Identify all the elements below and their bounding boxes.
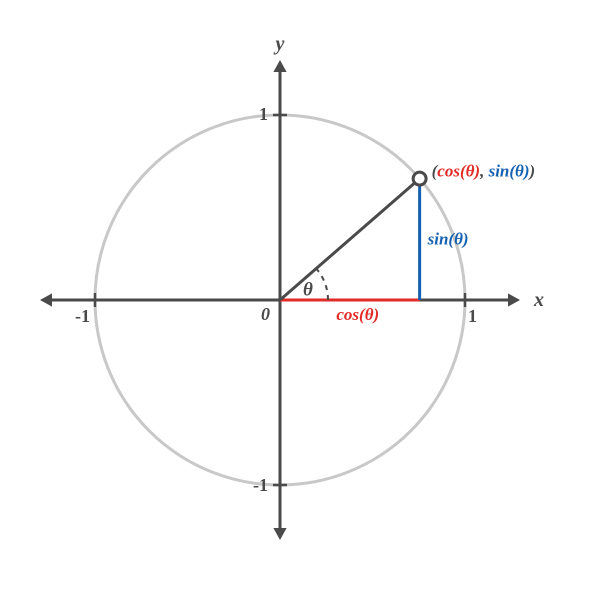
tick-label-x-pos: 1 <box>468 306 477 326</box>
y-axis-label: y <box>274 33 285 55</box>
circle-point <box>413 172 426 185</box>
unit-circle-diagram: x y 1 -1 1 -1 0 θ cos(θ) sin(θ) (cos(θ), sin(θ)) <box>0 0 600 600</box>
x-axis-label: x <box>533 289 544 311</box>
tick-label-x-neg: -1 <box>75 306 90 326</box>
point-coord-label: (cos(θ), sin(θ)) <box>432 162 536 181</box>
tick-label-y-pos: 1 <box>259 104 268 124</box>
theta-label: θ <box>303 280 313 301</box>
cos-label: cos(θ) <box>336 305 379 324</box>
tick-label-y-neg: -1 <box>253 475 268 495</box>
sin-label: sin(θ) <box>427 229 469 248</box>
origin-label: 0 <box>261 304 270 324</box>
